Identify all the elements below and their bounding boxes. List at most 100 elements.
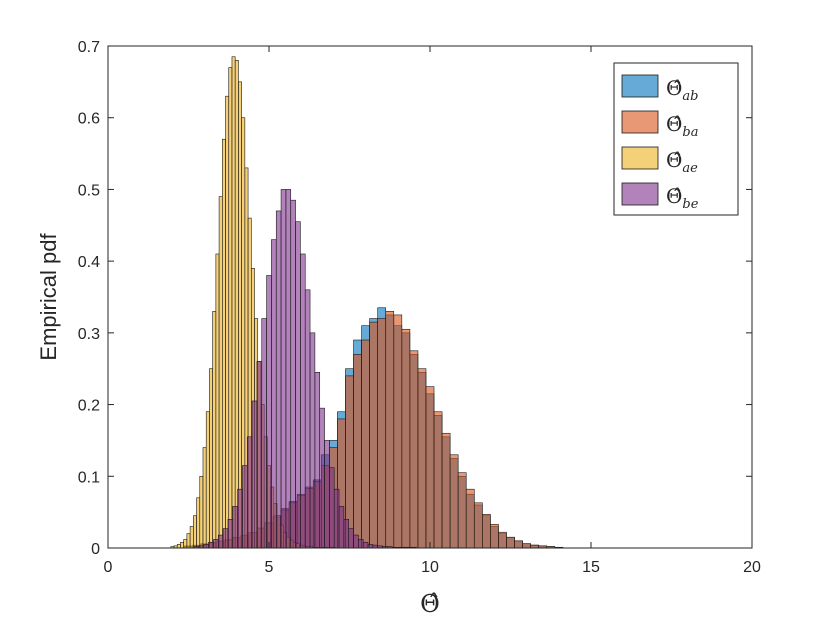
bar-be-17 (275, 210, 282, 549)
x-tick-label: 0 (104, 559, 113, 576)
bar-be-19 (285, 189, 292, 549)
bar-be-20 (290, 199, 296, 549)
bar-ba-38 (490, 524, 499, 549)
bar-be-14 (261, 318, 267, 549)
y-tick-label: 0 (91, 541, 100, 558)
bar-be-25 (314, 371, 321, 549)
bar-ba-40 (506, 536, 515, 549)
bar-ae-20 (234, 60, 239, 549)
x-tick-label: 15 (582, 559, 600, 576)
bar-ba-30 (425, 386, 435, 549)
bar-ba-32 (441, 432, 451, 549)
bar-be-15 (266, 275, 272, 549)
bar-ba-27 (401, 328, 411, 549)
bar-ae-14 (215, 253, 220, 549)
bar-be-5 (217, 534, 224, 549)
bar-ba-42 (522, 543, 531, 549)
bar-be-33 (353, 534, 359, 549)
bar-ba-36 (473, 502, 483, 549)
bar-be-6 (222, 528, 229, 549)
x-tick-label: 10 (421, 559, 439, 576)
bar-be-31 (343, 519, 349, 549)
histogram-bars (170, 56, 564, 549)
bar-be-27 (324, 440, 330, 549)
bar-ae-21 (238, 81, 242, 549)
x-tick-label: 20 (743, 559, 761, 576)
y-tick-label: 0.7 (78, 39, 100, 56)
bar-be-28 (329, 467, 335, 549)
bar-be-13 (256, 361, 263, 549)
bar-ae-9 (199, 475, 204, 549)
bar-ba-31 (433, 411, 443, 549)
y-tick-label: 0.5 (78, 182, 100, 199)
legend-swatch-ba (621, 110, 659, 134)
bar-be-10 (242, 465, 248, 549)
x-axis-label: Θ̂ (420, 590, 440, 618)
bar-ae-17 (225, 95, 230, 549)
bar-ae-16 (222, 138, 226, 549)
bar-ae-12 (209, 368, 213, 549)
bar-ae-5 (186, 533, 191, 549)
bar-be-36 (367, 544, 374, 549)
y-tick-label: 0.4 (78, 254, 100, 271)
bar-ae-10 (202, 447, 207, 549)
legend-swatch-ae (621, 146, 659, 170)
bar-ba-24 (377, 318, 387, 549)
bar-be-4 (213, 539, 219, 549)
bar-ba-41 (514, 540, 523, 549)
bar-be-2 (203, 544, 209, 549)
bar-ba-33 (449, 454, 459, 549)
bar-ae-7 (193, 515, 197, 549)
bar-ae-6 (189, 526, 194, 549)
bar-be-12 (251, 400, 258, 549)
y-tick-label: 0.1 (78, 469, 100, 486)
bar-ba-29 (417, 368, 427, 549)
y-tick-label: 0.2 (78, 398, 100, 415)
y-tick-label: 0.6 (78, 111, 100, 128)
bar-ae-18 (228, 67, 233, 549)
bar-ae-2 (176, 544, 181, 549)
legend-label-ae: Θ̂ae (666, 148, 698, 176)
bar-be-26 (319, 407, 325, 549)
bar-be-8 (232, 506, 238, 549)
axis-ticks: 0 5 10 15 20 0 0.1 0.2 0.3 0.4 0.5 0.6 0.7 (78, 39, 761, 576)
bar-ba-26 (393, 314, 403, 549)
bar-ba-34 (457, 472, 467, 549)
bar-ae-11 (205, 411, 210, 549)
y-axis-label: Empirical pdf (36, 233, 61, 361)
y-tick-label: 0.3 (78, 326, 100, 343)
bar-be-3 (208, 541, 214, 549)
bar-be-30 (338, 506, 345, 549)
x-tick-label: 5 (265, 559, 274, 576)
bar-ba-21 (353, 354, 362, 549)
bar-be-11 (246, 436, 253, 549)
legend-label-ba: Θ̂ba (666, 112, 698, 140)
bar-ae-4 (183, 539, 188, 549)
legend-swatch-ab (621, 74, 659, 98)
bar-be-9 (237, 488, 243, 549)
bar-be-18 (280, 189, 287, 549)
legend: Θ̂ab Θ̂ba Θ̂ae Θ̂be (613, 62, 739, 216)
bar-ae-19 (231, 56, 236, 549)
legend-swatch-be (621, 182, 659, 206)
bar-ba-37 (482, 513, 491, 549)
bar-be-21 (295, 221, 301, 549)
bar-ba-23 (369, 321, 378, 549)
bar-ba-25 (385, 311, 395, 549)
bar-ae-8 (196, 497, 201, 549)
bar-be-16 (271, 239, 277, 549)
bar-be-7 (227, 519, 234, 549)
bar-be-29 (333, 488, 340, 549)
bar-be-23 (304, 289, 311, 549)
bar-ba-28 (409, 350, 419, 549)
bar-ba-22 (361, 339, 370, 549)
bar-ae-15 (218, 196, 223, 549)
bar-be-24 (309, 332, 316, 549)
bar-ae-13 (212, 311, 217, 549)
bar-ba-35 (465, 488, 475, 549)
bar-be-22 (300, 253, 306, 549)
legend-label-be: Θ̂be (666, 184, 699, 212)
bar-be-35 (362, 541, 369, 549)
bar-be-34 (358, 539, 364, 549)
